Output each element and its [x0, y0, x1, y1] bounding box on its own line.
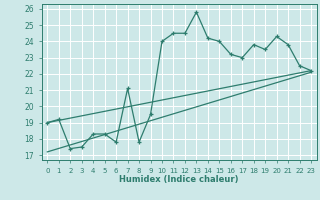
X-axis label: Humidex (Indice chaleur): Humidex (Indice chaleur) — [119, 175, 239, 184]
